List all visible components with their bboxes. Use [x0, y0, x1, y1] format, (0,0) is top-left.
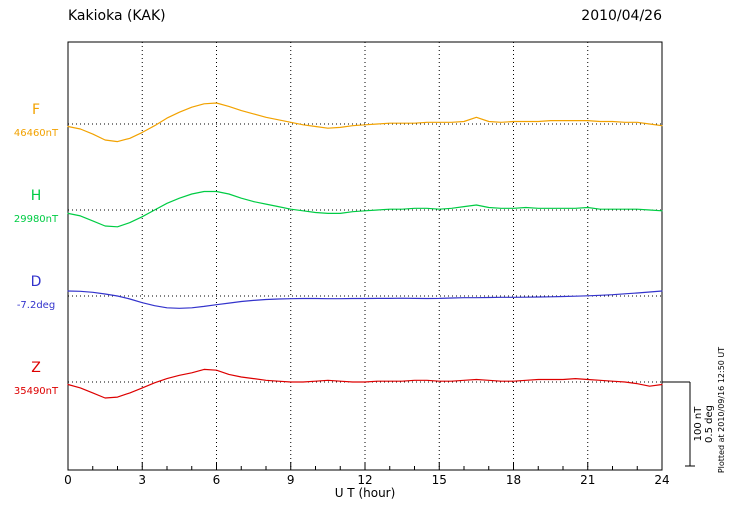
scale-bar-deg-label: 0.5 deg	[704, 405, 715, 443]
scale-bar-nt-label: 100 nT	[693, 406, 704, 442]
trace-F	[67, 102, 663, 143]
x-axis-label: U T (hour)	[334, 486, 396, 500]
x-tick-label: 24	[654, 473, 669, 487]
x-tick-label: 18	[506, 473, 521, 487]
plot-date: 2010/04/26	[581, 8, 662, 24]
x-tick-label: 9	[287, 473, 295, 487]
station-title: Kakioka (KAK)	[68, 8, 166, 24]
x-tick-label: 3	[138, 473, 146, 487]
x-tick-label: 15	[432, 473, 447, 487]
x-tick-label: 21	[580, 473, 595, 487]
x-tick-label: 12	[357, 473, 372, 487]
plotted-at-watermark: Plotted at 2010/09/16 12:50 UT	[717, 347, 726, 473]
trace-H	[67, 190, 663, 228]
trace-D	[67, 290, 663, 309]
x-tick-label: 6	[213, 473, 221, 487]
x-tick-label: 0	[64, 473, 72, 487]
trace-Z	[67, 368, 663, 399]
